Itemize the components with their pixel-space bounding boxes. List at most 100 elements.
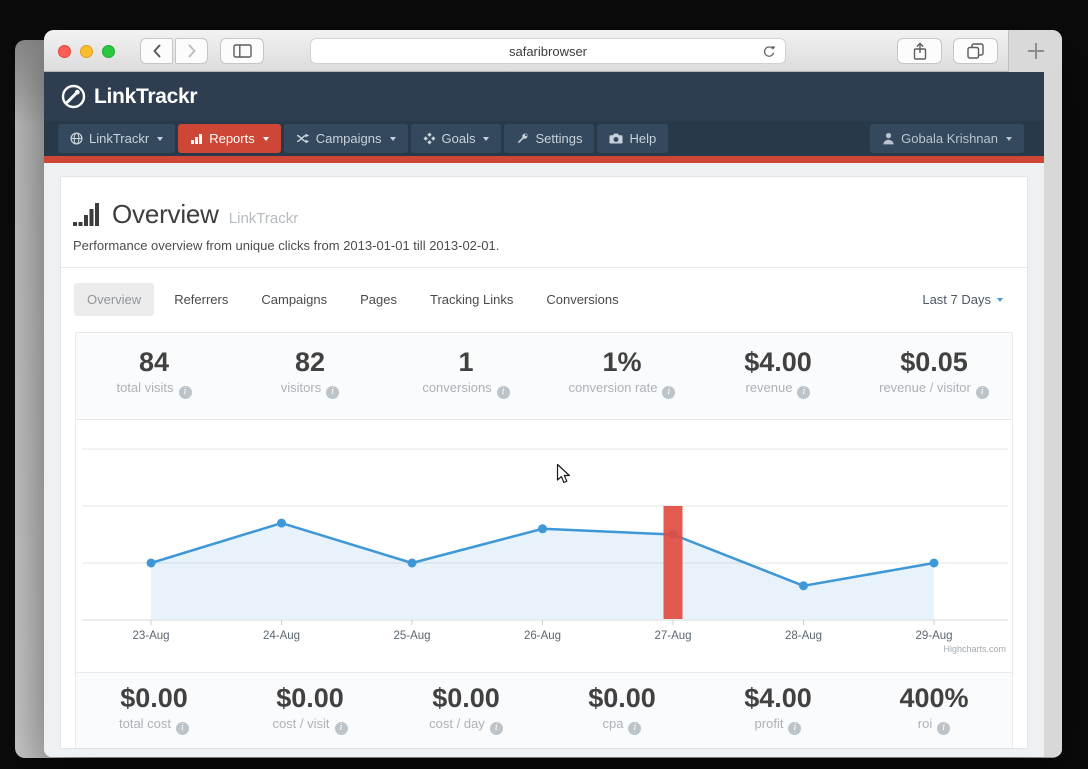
- page-body: Overview LinkTrackr Performance overview…: [44, 163, 1044, 757]
- svg-text:23-Aug: 23-Aug: [132, 630, 169, 642]
- stat-conversions: 1 conversions: [388, 346, 544, 419]
- report-header: Overview LinkTrackr Performance overview…: [61, 177, 1027, 268]
- svg-text:27-Aug: 27-Aug: [654, 630, 691, 642]
- info-icon[interactable]: [176, 722, 190, 735]
- nav-item-goals[interactable]: Goals: [410, 124, 502, 153]
- info-icon[interactable]: [797, 386, 811, 399]
- logo-text: LinkTrackr: [94, 84, 198, 108]
- info-icon[interactable]: [178, 386, 192, 399]
- stat-cost-per-day: $0.00 cost / day: [388, 682, 544, 748]
- caret-down-icon: [483, 136, 490, 141]
- share-button[interactable]: [897, 38, 942, 64]
- stats-bottom: $0.00 total cost $0.00 cost / visit $0.0…: [76, 672, 1012, 748]
- caret-down-icon: [1006, 136, 1012, 141]
- fullscreen-window-button[interactable]: [102, 44, 115, 58]
- wrench-icon: [518, 133, 529, 143]
- page-subtitle: Performance overview from unique clicks …: [73, 238, 500, 253]
- svg-text:26-Aug: 26-Aug: [524, 630, 561, 642]
- accent-divider: [44, 156, 1044, 163]
- safari-window: safaribrowser LinkTrackr: [44, 30, 1062, 757]
- chevron-left-icon: [153, 44, 160, 58]
- tab-campaigns[interactable]: Campaigns: [261, 292, 328, 307]
- nav-item-label: LinkTrackr: [89, 131, 150, 146]
- tabs-overview-icon: [967, 43, 984, 59]
- stat-roi: 400% roi: [856, 682, 1012, 748]
- tab-pages[interactable]: Pages: [360, 292, 398, 307]
- browser-toolbar: safaribrowser: [44, 30, 1062, 72]
- stat-total-cost: $0.00 total cost: [76, 682, 232, 748]
- caret-down-icon: [389, 136, 396, 141]
- info-icon[interactable]: [628, 722, 642, 735]
- new-tab-button[interactable]: [1008, 30, 1062, 72]
- window-right-edge: [1044, 72, 1062, 757]
- info-icon[interactable]: [788, 722, 802, 735]
- sidebar-button[interactable]: [220, 38, 264, 64]
- date-range-dropdown[interactable]: Last 7 Days: [922, 292, 1003, 307]
- stat-revenue: $4.00 revenue: [700, 346, 856, 419]
- share-icon: [913, 42, 926, 60]
- date-range-label: Last 7 Days: [922, 292, 991, 307]
- main-nav: LinkTrackr Reports Campaigns Goals: [44, 121, 1044, 156]
- stat-total-visits: 84 total visits: [76, 346, 232, 419]
- info-icon[interactable]: [496, 386, 510, 399]
- bar-chart-icon: [191, 134, 203, 144]
- sidebar-icon: [232, 44, 252, 58]
- info-icon[interactable]: [975, 386, 989, 399]
- back-button[interactable]: [140, 38, 173, 64]
- tab-overview[interactable]: Overview: [74, 283, 155, 316]
- stat-profit: $4.00 profit: [700, 682, 856, 748]
- stats-panel: 84 total visits 82 visitors 1 conversion…: [75, 332, 1013, 748]
- plus-icon: [1027, 43, 1044, 59]
- info-icon[interactable]: [937, 722, 951, 735]
- overview-card: Overview LinkTrackr Performance overview…: [60, 176, 1028, 749]
- nav-item-linktrackr[interactable]: LinkTrackr: [58, 124, 176, 153]
- info-icon[interactable]: [326, 386, 340, 399]
- page-title: Overview: [112, 199, 219, 229]
- close-window-button[interactable]: [58, 44, 71, 58]
- stat-conversion-rate: 1% conversion rate: [544, 346, 700, 419]
- stat-revenue-per-visitor: $0.05 revenue / visitor: [856, 346, 1012, 419]
- linktrackr-logo-icon: [61, 84, 86, 109]
- show-all-tabs-button[interactable]: [953, 38, 998, 64]
- nav-item-help[interactable]: Help: [597, 124, 669, 153]
- svg-text:28-Aug: 28-Aug: [785, 630, 822, 642]
- chart-svg: 23-Aug 24-Aug 25-Aug 26-Aug 27-Aug 28-Aug 29-A…: [82, 448, 1008, 654]
- minimize-window-button[interactable]: [80, 44, 93, 58]
- user-menu[interactable]: Gobala Krishnan: [870, 124, 1024, 153]
- visits-chart: 23-Aug 24-Aug 25-Aug 26-Aug 27-Aug 28-Aug 29-A…: [76, 420, 1012, 672]
- address-bar[interactable]: safaribrowser: [310, 38, 786, 64]
- info-icon[interactable]: [489, 722, 503, 735]
- webpage: LinkTrackr LinkTrackr Reports Campaigns: [44, 72, 1044, 757]
- site-header: LinkTrackr: [44, 72, 1044, 121]
- window-controls: [58, 30, 115, 72]
- stat-cpa: $0.00 cpa: [544, 682, 700, 748]
- user-name: Gobala Krishnan: [901, 131, 998, 146]
- signal-bars-icon: [73, 203, 99, 226]
- nav-item-settings[interactable]: Settings: [504, 124, 595, 153]
- mouse-cursor: [556, 463, 570, 484]
- diamonds-icon: [423, 132, 435, 145]
- address-bar-text: safaribrowser: [508, 43, 588, 59]
- tab-referrers[interactable]: Referrers: [174, 292, 229, 307]
- tab-tracking-links[interactable]: Tracking Links: [430, 292, 514, 307]
- nav-item-reports[interactable]: Reports: [178, 124, 281, 153]
- info-icon[interactable]: [662, 386, 676, 399]
- stat-visitors: 82 visitors: [232, 346, 388, 419]
- tab-conversions[interactable]: Conversions: [546, 292, 619, 307]
- nav-item-label: Reports: [209, 131, 255, 146]
- forward-button[interactable]: [175, 38, 208, 64]
- reload-icon[interactable]: [762, 45, 776, 59]
- chevron-right-icon: [188, 44, 195, 58]
- info-icon[interactable]: [334, 722, 348, 735]
- svg-text:24-Aug: 24-Aug: [263, 630, 300, 642]
- nav-item-campaigns[interactable]: Campaigns: [283, 124, 408, 153]
- linktrackr-logo[interactable]: LinkTrackr: [60, 83, 198, 110]
- camera-icon: [609, 133, 623, 144]
- user-icon: [883, 133, 894, 145]
- report-tabs: Overview Referrers Campaigns Pages Track…: [61, 268, 1027, 327]
- svg-text:Highcharts.com: Highcharts.com: [943, 644, 1006, 654]
- page-title-suffix: LinkTrackr: [228, 210, 299, 227]
- caret-down-icon: [997, 297, 1003, 302]
- svg-text:29-Aug: 29-Aug: [915, 630, 952, 642]
- nav-item-label: Settings: [535, 131, 583, 146]
